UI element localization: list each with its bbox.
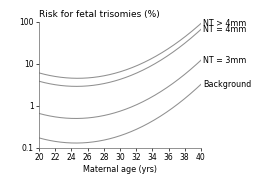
Text: NT = 3mm: NT = 3mm <box>203 56 247 65</box>
Text: Background: Background <box>203 80 252 89</box>
Text: NT > 4mm: NT > 4mm <box>203 19 247 28</box>
Text: NT = 4mm: NT = 4mm <box>203 25 247 34</box>
Text: Risk for fetal trisomies (%): Risk for fetal trisomies (%) <box>39 10 160 19</box>
X-axis label: Maternal age (yrs): Maternal age (yrs) <box>83 165 157 174</box>
